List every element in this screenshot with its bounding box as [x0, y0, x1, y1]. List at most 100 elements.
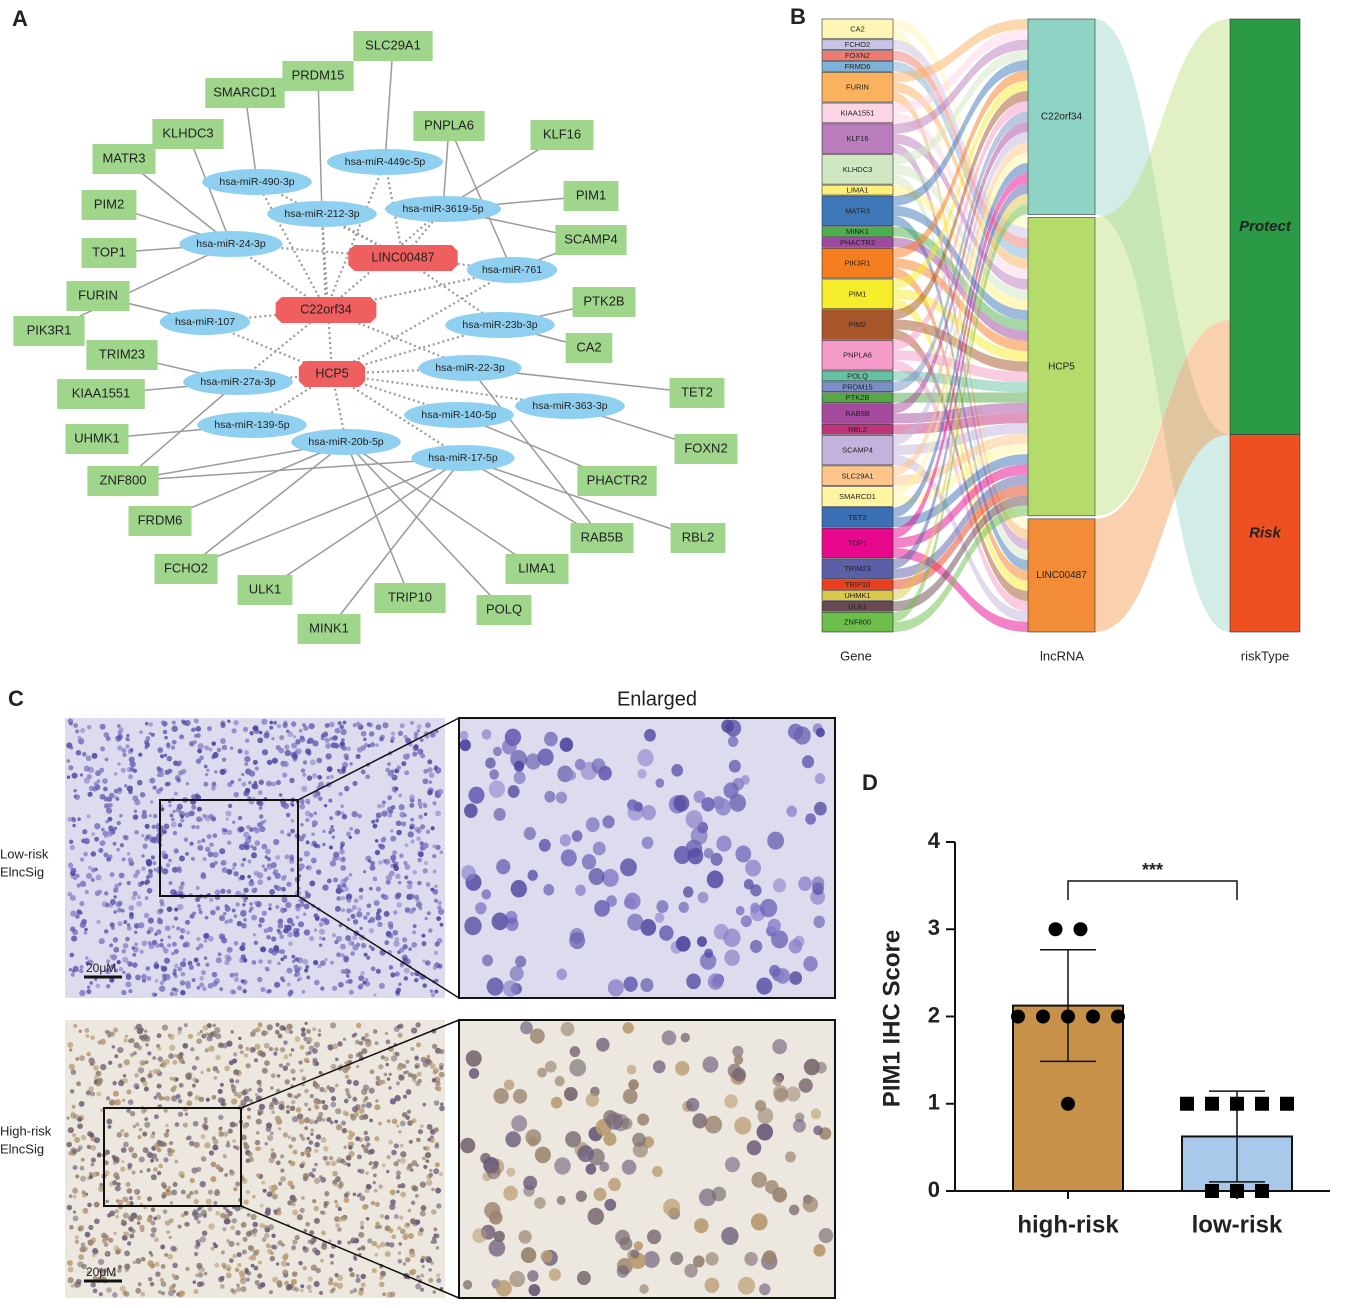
cell: [73, 789, 77, 793]
cell: [373, 1160, 379, 1167]
cell: [255, 1249, 260, 1254]
flow: [893, 226, 1028, 331]
flow: [893, 464, 1028, 548]
cell: [400, 821, 407, 827]
cell: [75, 873, 80, 878]
cell: [364, 1096, 369, 1101]
cell: [195, 758, 202, 764]
cell: [139, 1224, 145, 1230]
cell: [171, 739, 177, 745]
cell: [197, 743, 204, 750]
cell: [192, 1120, 199, 1127]
cell: [340, 953, 345, 958]
cell: [90, 1091, 96, 1097]
cell: [348, 1145, 353, 1150]
cell: [249, 730, 254, 736]
cell: [70, 910, 77, 917]
cell: [423, 1164, 428, 1169]
cell: [214, 978, 220, 984]
cell: [263, 732, 270, 739]
cell: [90, 867, 97, 873]
gene-label: MINK1: [309, 620, 349, 635]
enlarged-frame: [458, 1019, 836, 1299]
cell: [317, 1028, 322, 1033]
cell: [113, 826, 118, 831]
cell: [69, 721, 73, 726]
cell: [166, 755, 173, 762]
lncrna-label: C22orf34: [300, 302, 351, 316]
cell: [135, 1122, 140, 1127]
cell: [389, 1291, 396, 1298]
cell: [434, 1162, 440, 1168]
cell: [520, 1247, 537, 1264]
cell: [264, 1030, 269, 1035]
gene-label: FOXN2: [684, 440, 727, 455]
cell: [85, 872, 93, 880]
axis-label: riskType: [1241, 648, 1289, 663]
cell: [304, 1102, 309, 1107]
gene-node: [570, 523, 634, 553]
cell: [408, 908, 415, 914]
gene-node: [86, 340, 158, 370]
flow: [893, 173, 1028, 539]
cell: [434, 767, 442, 774]
cell: [187, 1091, 193, 1097]
cell: [313, 1041, 320, 1048]
cell: [280, 801, 287, 808]
axis-label: Gene: [840, 648, 872, 663]
cell: [185, 1072, 192, 1080]
cell: [399, 1143, 404, 1148]
cell: [310, 1128, 315, 1133]
cell: [75, 914, 80, 919]
cell: [203, 956, 208, 960]
cell: [362, 1084, 370, 1091]
cell: [375, 1221, 380, 1226]
cell: [277, 1033, 283, 1039]
cell: [85, 961, 90, 965]
gene-label: TRIP10: [845, 580, 870, 589]
cell: [737, 1276, 756, 1295]
cell: [231, 1218, 238, 1224]
cell: [596, 1037, 610, 1052]
cell: [80, 1175, 87, 1182]
cell: [170, 821, 177, 828]
cell: [302, 1265, 307, 1271]
cell: [352, 935, 358, 941]
cell: [143, 880, 149, 886]
cell: [429, 1063, 436, 1070]
cell: [207, 1189, 213, 1195]
cell: [71, 772, 78, 779]
cell: [277, 923, 284, 929]
cell: [244, 787, 251, 794]
cell: [389, 1098, 397, 1105]
cell: [692, 1113, 708, 1129]
cell: [311, 820, 318, 826]
cell: [326, 1117, 332, 1123]
cell: [107, 816, 113, 822]
gene-label: TOP1: [92, 244, 126, 259]
data-point: [1086, 1009, 1100, 1024]
cell: [280, 1175, 286, 1182]
cell: [235, 902, 240, 907]
cell: [300, 768, 306, 773]
cell: [182, 1042, 189, 1049]
cell: [413, 731, 419, 737]
cell: [426, 1054, 431, 1059]
cell: [378, 860, 383, 865]
cell: [291, 1245, 296, 1250]
cell: [218, 1114, 224, 1121]
cell: [338, 771, 342, 775]
cell: [432, 801, 437, 806]
cell: [173, 848, 179, 854]
cell: [122, 943, 129, 949]
cell: [317, 964, 322, 969]
cell: [389, 1189, 396, 1196]
cell: [330, 825, 334, 829]
cell: [96, 1091, 102, 1097]
cell: [87, 1239, 94, 1246]
gene-node: [565, 333, 613, 363]
cell: [148, 722, 153, 727]
cell: [138, 922, 145, 929]
cell: [236, 1252, 242, 1258]
cell: [203, 939, 208, 943]
